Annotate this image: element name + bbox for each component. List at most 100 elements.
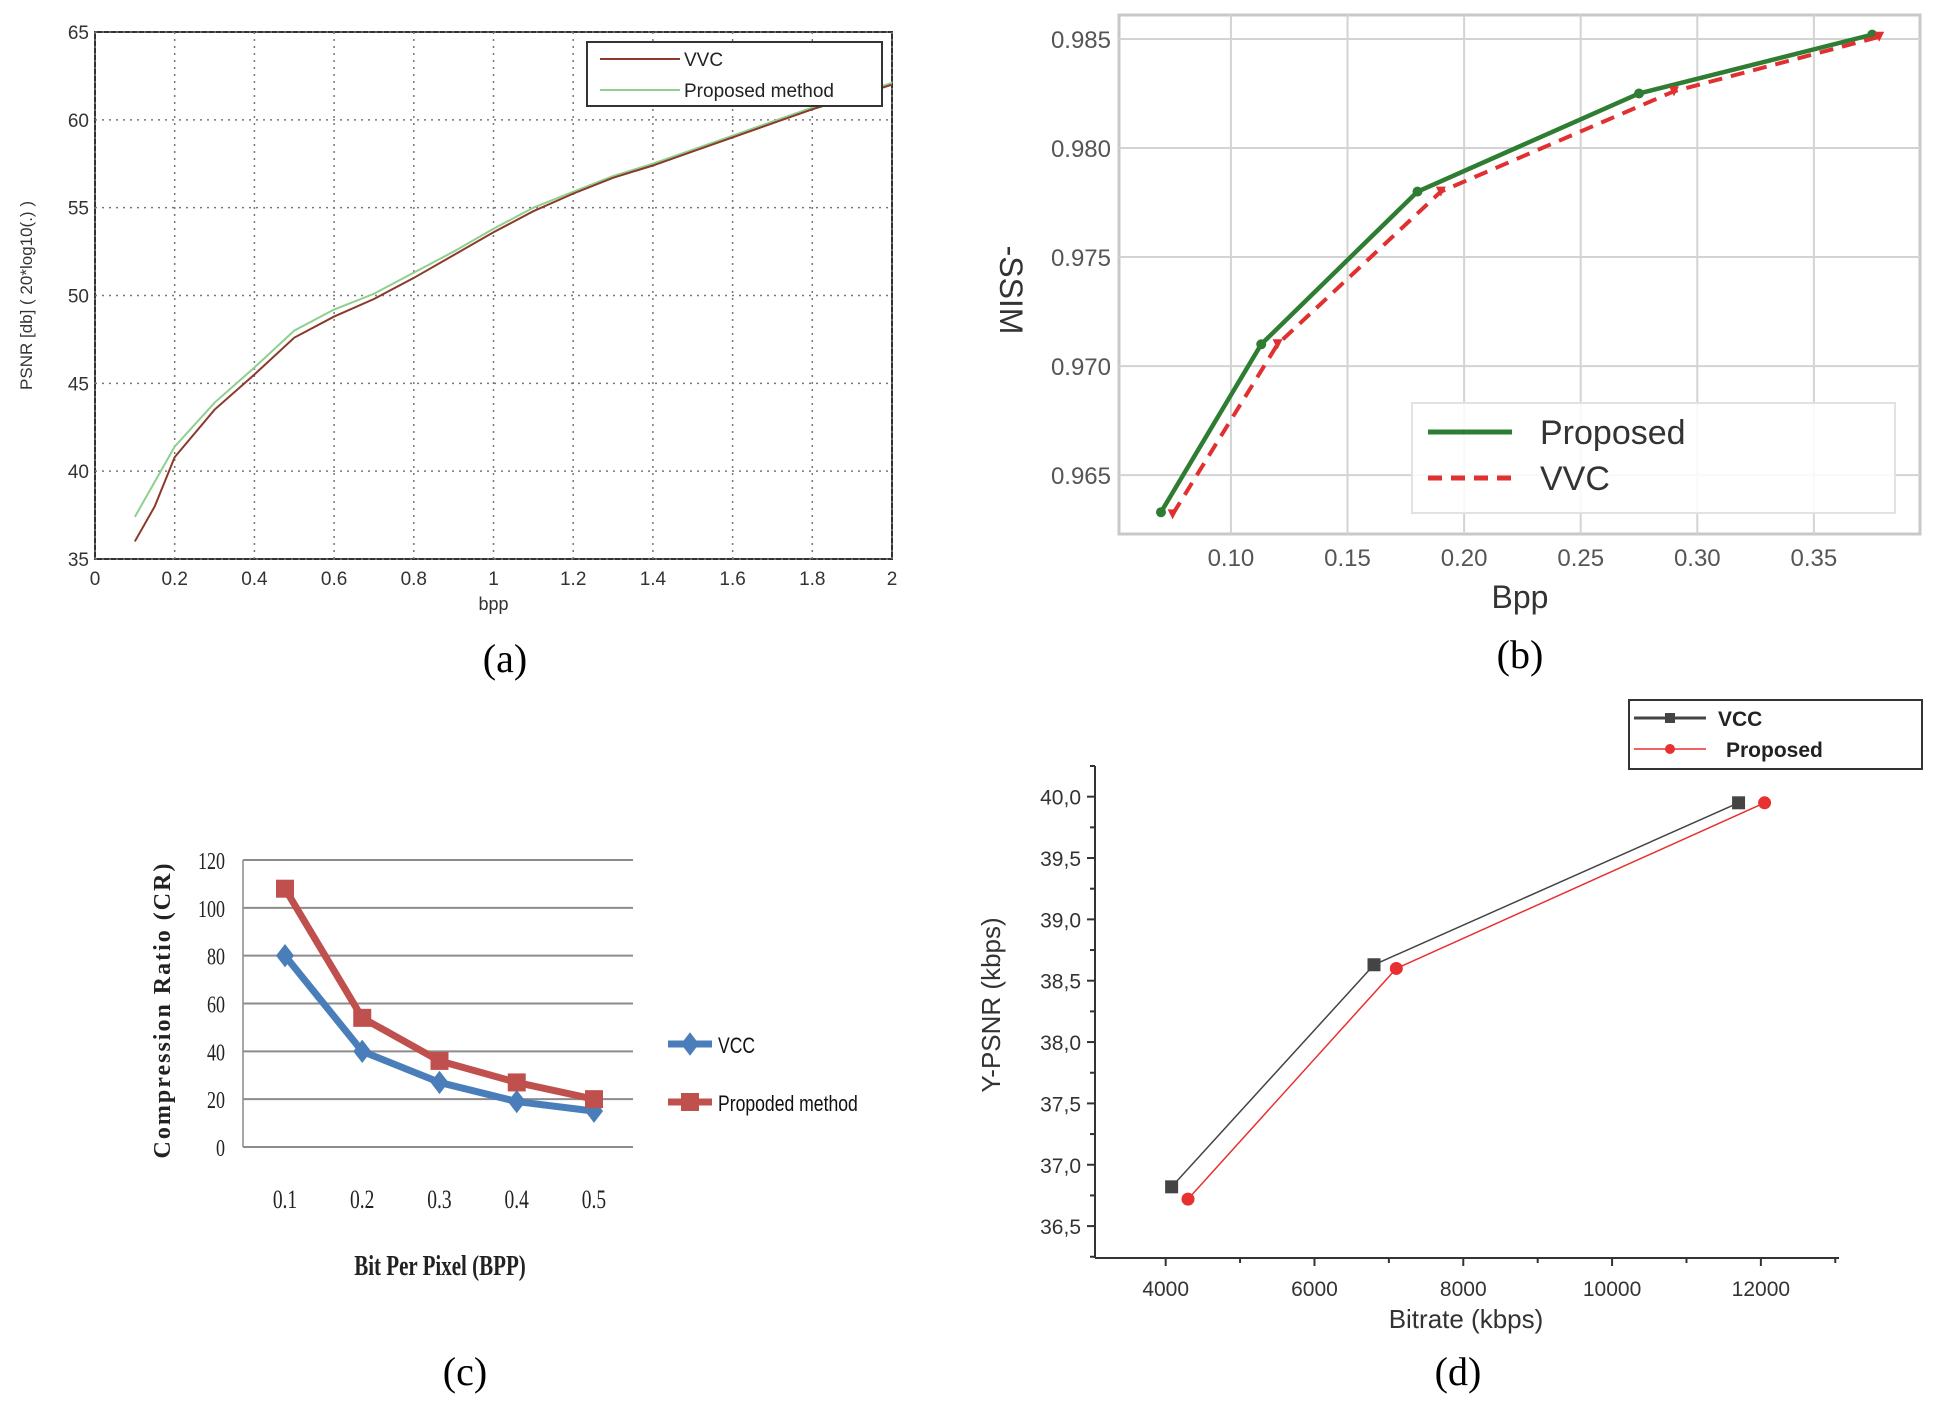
series-line (1187, 802, 1765, 1200)
legend-label: Propoded method (718, 1092, 858, 1116)
chart-a: (a) 0 0.2 0.4 0.6 0.8 1 1.2 1.4 1.6 1.8 2 35 40 45 50 55… (17, 23, 897, 681)
figure-caption: (c) (443, 1349, 487, 1394)
y-tick-label: 39,5 (1040, 848, 1081, 871)
y-tick-label: 38,0 (1040, 1032, 1081, 1055)
figure-caption: (b) (1497, 632, 1544, 677)
y-axis-label: Compression Ratio (CR) (150, 862, 176, 1159)
x-tick-label: 0.20 (1441, 545, 1488, 572)
legend-label: VVC (1540, 460, 1610, 498)
y-tick-label: 80 (207, 943, 225, 970)
y-tick-label: 40 (68, 462, 89, 483)
data-point (1435, 186, 1446, 197)
x-tick-label: 0.35 (1791, 545, 1838, 572)
y-tick-label: 37,5 (1040, 1093, 1081, 1116)
y-tick-label: 37,0 (1040, 1155, 1081, 1178)
y-axis-label: PSNR [db] ( 20*log10(.) ) (17, 201, 36, 390)
x-tick-label: 8000 (1440, 1278, 1487, 1301)
y-tick-label: 0.980 (1051, 136, 1111, 163)
x-tick-label: 1.6 (719, 569, 745, 590)
x-tick-label: 0.25 (1557, 545, 1604, 572)
legend-label: VCC (718, 1034, 755, 1058)
x-tick-label: 0.4 (505, 1185, 530, 1213)
x-tick-label: 1 (488, 569, 499, 590)
x-tick-label: 0.10 (1208, 545, 1255, 572)
series-line (133, 81, 893, 518)
y-tick-label: 0.965 (1051, 463, 1111, 490)
chart-c: (c) 0 20 40 60 80 100 120 0.1 0.2 0.3 0.4 0.5 Bit Per… (150, 848, 858, 1394)
legend-label: Proposed (1726, 739, 1823, 762)
y-tick-label: 20 (207, 1087, 225, 1114)
chart-b: (b) 0.10 0.15 0.20 0.25 0.30 0.35 0.965 0.970 0.9… (993, 13, 1922, 677)
data-point (507, 1089, 526, 1114)
figure-caption: (a) (483, 636, 527, 681)
x-tick-label: 0 (90, 569, 101, 590)
y-tick-label: 35 (68, 550, 89, 571)
x-tick-label: 4000 (1142, 1278, 1189, 1301)
x-tick-label: 0.30 (1674, 545, 1721, 572)
x-tick-label: 1.4 (640, 569, 667, 590)
y-tick-label: 120 (198, 848, 225, 875)
legend-box (1628, 699, 1923, 770)
x-axis-label: Bitrate (kbps) (1389, 1304, 1544, 1334)
y-tick-label: 36,5 (1040, 1216, 1081, 1239)
data-point (430, 1070, 449, 1095)
data-point (1412, 186, 1423, 197)
x-axis-label: Bpp (1492, 579, 1549, 615)
y-tick-label: 0.975 (1051, 245, 1111, 272)
data-point (276, 879, 294, 898)
y-tick-label: 0.985 (1051, 27, 1111, 54)
x-tick-label: 1.2 (560, 569, 586, 590)
legend-label: VCC (1718, 708, 1762, 731)
data-point (1167, 509, 1178, 520)
plot-area (94, 31, 893, 560)
x-tick-label: 0.6 (321, 569, 347, 590)
x-tick-label: 0.4 (241, 569, 268, 590)
data-point (1256, 339, 1267, 350)
y-tick-label: 38,5 (1040, 971, 1081, 994)
data-point (430, 1051, 449, 1070)
y-tick-label: 45 (68, 374, 89, 395)
data-point (1272, 339, 1283, 350)
data-point (1758, 796, 1772, 810)
data-point (1668, 86, 1679, 97)
data-point (353, 1039, 372, 1064)
x-tick-label: 0.5 (582, 1185, 606, 1213)
x-tick-label: 0.1 (273, 1185, 297, 1213)
data-point (353, 1008, 372, 1027)
y-tick-label: 40,0 (1040, 787, 1081, 810)
x-tick-label: 0.2 (350, 1185, 374, 1213)
x-tick-label: 1.8 (799, 569, 825, 590)
y-tick-label: 39,0 (1040, 909, 1081, 932)
data-point (1367, 958, 1381, 972)
y-tick-label: 55 (68, 199, 89, 220)
legend-label: VVC (684, 50, 723, 71)
x-tick-label: 6000 (1291, 1278, 1338, 1301)
legend-marker (1665, 744, 1675, 754)
y-tick-label: 0.970 (1051, 354, 1111, 381)
y-tick-label: 0 (216, 1135, 225, 1162)
data-point (507, 1073, 526, 1092)
x-tick-label: 0.15 (1324, 545, 1371, 572)
legend-marker (681, 1032, 699, 1056)
data-point (1732, 796, 1746, 810)
legend-label: Proposed method (684, 81, 834, 102)
y-tick-label: 60 (68, 111, 89, 132)
data-point (1874, 31, 1885, 42)
legend-marker (1665, 713, 1675, 723)
data-point (276, 943, 294, 968)
x-tick-label: 0.2 (161, 569, 187, 590)
x-tick-label: 10000 (1583, 1278, 1641, 1301)
figure-caption: (d) (1435, 1349, 1482, 1394)
series-line (133, 83, 893, 542)
chart-d: (d) 4000 6000 8000 10000 12000 36,5 37,0 37,5 38,… (976, 699, 1923, 1394)
data-point (1634, 88, 1645, 99)
x-axis-label: bpp (478, 594, 508, 614)
y-tick-label: 60 (207, 991, 225, 1018)
data-point (1155, 507, 1166, 518)
x-axis-label: Bit Per Pixel (BPP) (354, 1251, 526, 1282)
data-point (1165, 1180, 1179, 1194)
x-tick-label: 0.3 (427, 1185, 451, 1213)
legend-box (1411, 402, 1896, 514)
data-point (1389, 961, 1403, 975)
